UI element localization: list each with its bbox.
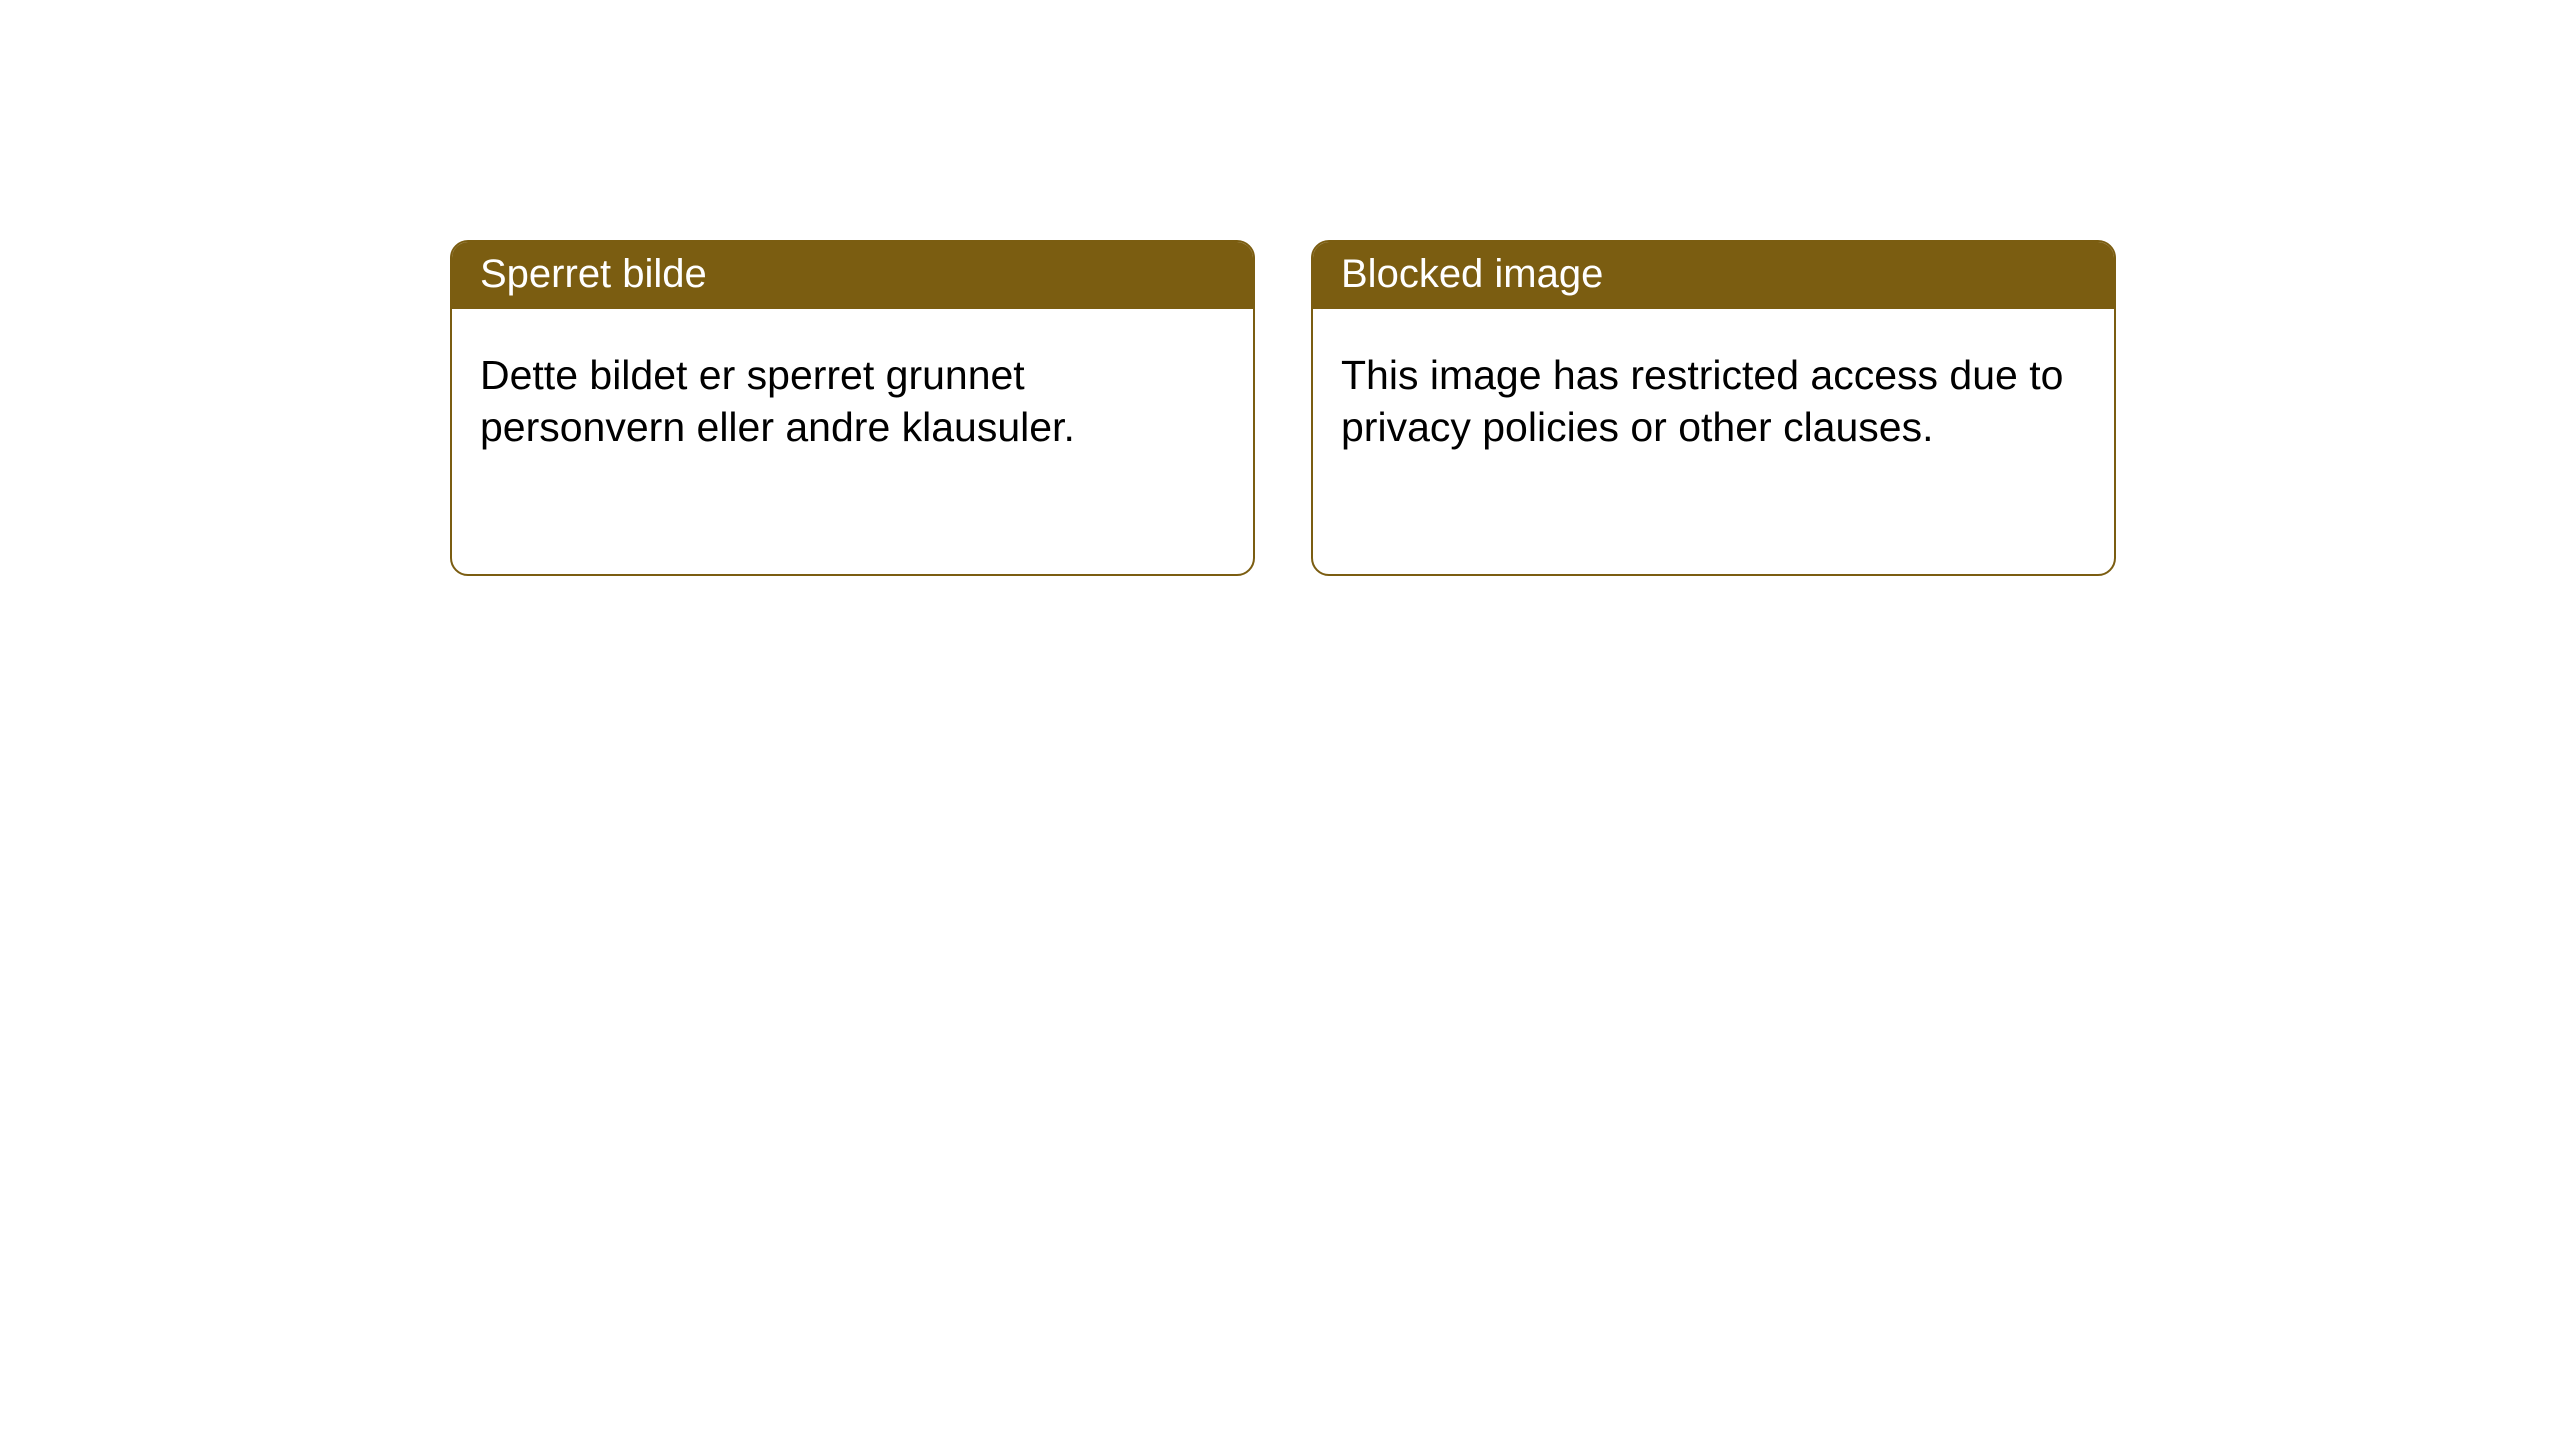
card-body-text: Dette bildet er sperret grunnet personve…: [452, 309, 1253, 482]
notice-card-norwegian: Sperret bilde Dette bildet er sperret gr…: [450, 240, 1255, 576]
card-title: Sperret bilde: [452, 242, 1253, 309]
notice-card-english: Blocked image This image has restricted …: [1311, 240, 2116, 576]
notice-container: Sperret bilde Dette bildet er sperret gr…: [0, 0, 2560, 576]
card-body-text: This image has restricted access due to …: [1313, 309, 2114, 482]
card-title: Blocked image: [1313, 242, 2114, 309]
